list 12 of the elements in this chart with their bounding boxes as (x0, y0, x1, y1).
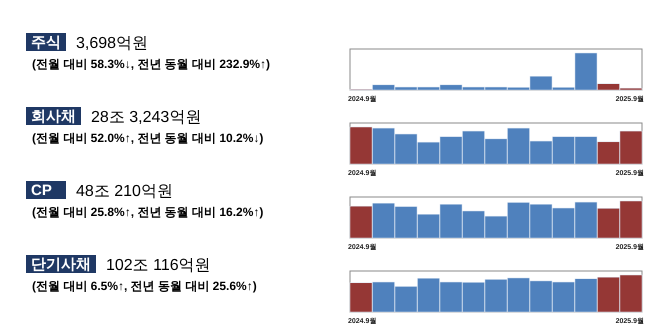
text: (전월 대비 52.0%↑, 전년 동월 대비 10.2%↓) (32, 131, 264, 145)
text: 단기사채 (31, 256, 91, 273)
text: 3,698억원 (76, 35, 148, 52)
text: CP (31, 182, 52, 199)
text: (전월 대비 25.8%↑, 전년 동월 대비 16.2%↑) (32, 205, 264, 219)
text: (전월 대비 6.5%↑, 전년 동월 대비 25.6%↑) (32, 279, 257, 293)
text: 48조 210억원 (76, 183, 173, 200)
text: 주식 (31, 34, 61, 51)
text: 102조 116억원 (106, 257, 211, 274)
text: (전월 대비 58.3%↓, 전년 동월 대비 232.9%↑) (32, 57, 270, 71)
text: 28조 3,243억원 (91, 109, 202, 126)
text: 회사채 (31, 108, 76, 125)
